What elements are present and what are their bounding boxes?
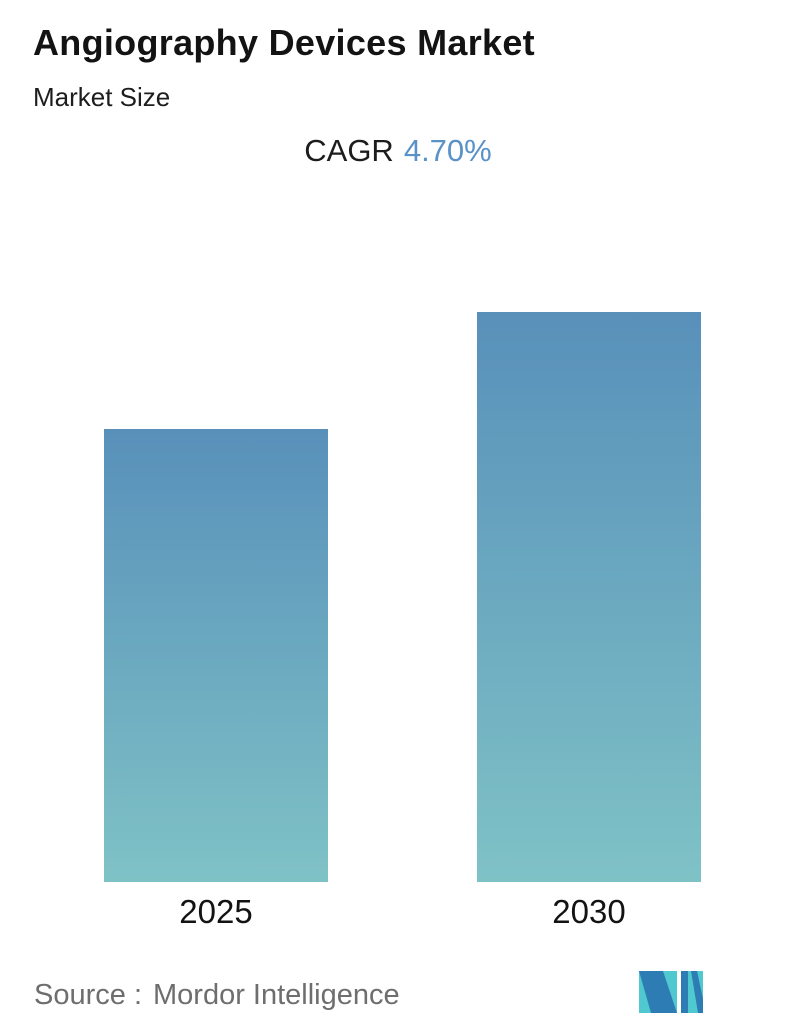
mordor-intelligence-logo	[639, 971, 703, 1013]
logo-right-bar	[681, 971, 688, 1013]
logo-right-diagonal	[691, 971, 703, 1013]
x-axis-label-2030: 2030	[552, 893, 626, 930]
source-attribution: Source : Mordor Intelligence	[34, 979, 400, 1012]
chart-subtitle: Market Size	[33, 82, 171, 112]
cagr-line: CAGR 4.70%	[0, 133, 796, 169]
bar-2025	[104, 429, 328, 882]
logo-left-diagonal	[639, 971, 677, 1013]
x-axis-label-2025: 2025	[179, 893, 253, 930]
cagr-label: CAGR	[304, 133, 394, 168]
cagr-value: 4.70%	[403, 133, 492, 168]
bar-2030	[477, 312, 701, 882]
source-value: Mordor Intelligence	[153, 979, 400, 1011]
source-label: Source :	[34, 979, 142, 1011]
page-title: Angiography Devices Market	[33, 22, 535, 63]
